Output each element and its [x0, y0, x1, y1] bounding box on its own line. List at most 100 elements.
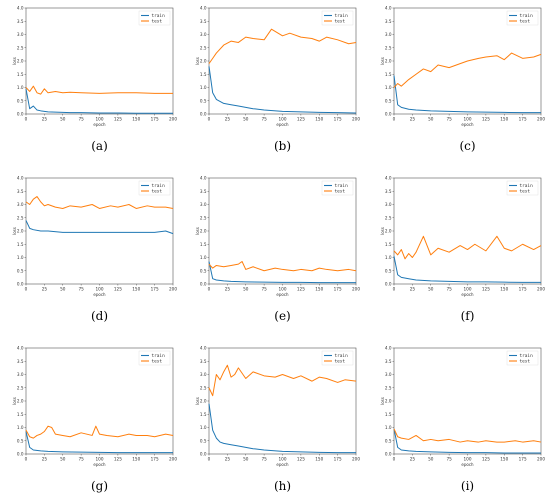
x-tick-label: 175	[334, 117, 342, 122]
y-tick-label: 3.5	[17, 189, 24, 194]
chart-panel-d: 0.0 0.5 1.0 1.5 2.0 2.5 3.0 3.5 4.0 0 25 50 75 100 125…	[12, 176, 177, 324]
x-tick-label: 50	[428, 117, 434, 122]
panel-label: (f)	[461, 309, 475, 323]
panel-label: (h)	[274, 479, 291, 493]
series-line-train	[393, 256, 541, 283]
x-tick-label: 100	[279, 457, 287, 462]
chart-panel-a: 0.0 0.5 1.0 1.5 2.0 2.5 3.0 3.5 4.0 0 25 50 75 100 125…	[12, 6, 177, 154]
y-tick-label: 3.5	[385, 189, 392, 194]
chart-panel-c: 0.0 0.5 1.0 1.5 2.0 2.5 3.0 3.5 4.0 0 25 50 75 100 125…	[380, 6, 545, 154]
y-axis-label: loss	[195, 397, 200, 405]
x-tick-label: 100	[96, 457, 104, 462]
x-tick-label: 50	[60, 117, 66, 122]
x-tick-label: 125	[482, 457, 490, 462]
chart-panel-f: 0.0 0.5 1.0 1.5 2.0 2.5 3.0 3.5 4.0 0 25 50 75 100 125…	[380, 176, 545, 324]
y-tick-label: 1.0	[385, 85, 392, 90]
y-tick-label: 2.5	[17, 215, 24, 220]
x-tick-label: 25	[225, 457, 231, 462]
y-tick-label: 3.0	[200, 372, 207, 377]
x-tick-label: 75	[78, 457, 84, 462]
panel-label: (c)	[459, 139, 475, 153]
chart-panel-i: 0.0 0.5 1.0 1.5 2.0 2.5 3.0 3.5 4.0 0 25 50 75 100 125…	[380, 346, 545, 494]
x-tick-label: 125	[297, 457, 305, 462]
x-tick-label: 200	[169, 287, 177, 292]
series-line-train	[25, 220, 174, 235]
x-tick-label: 100	[279, 287, 287, 292]
y-tick-label: 2.0	[17, 59, 24, 64]
x-tick-label: 175	[334, 457, 342, 462]
x-tick-label: 200	[352, 287, 360, 292]
x-tick-label: 100	[464, 117, 472, 122]
legend-label-test: test	[152, 189, 163, 195]
y-tick-label: 1.0	[200, 255, 207, 260]
y-tick-label: 0.5	[385, 98, 392, 103]
x-tick-label: 75	[446, 287, 452, 292]
y-tick-label: 2.5	[385, 215, 392, 220]
y-tick-label: 4.0	[200, 346, 207, 351]
y-tick-label: 1.5	[385, 412, 392, 417]
x-tick-label: 75	[78, 117, 84, 122]
y-tick-label: 0.0	[17, 452, 24, 457]
x-tick-label: 200	[169, 117, 177, 122]
y-tick-label: 0.5	[17, 268, 24, 273]
y-tick-label: 3.0	[385, 32, 392, 37]
x-tick-label: 50	[60, 287, 66, 292]
x-tick-label: 175	[334, 287, 342, 292]
x-tick-label: 150	[132, 117, 140, 122]
y-tick-label: 3.0	[200, 32, 207, 37]
y-tick-label: 2.0	[385, 229, 392, 234]
y-tick-label: 2.0	[200, 399, 207, 404]
chart-panel-e: 0.0 0.5 1.0 1.5 2.0 2.5 3.0 3.5 4.0 0 25 50 75 100 125…	[195, 176, 360, 324]
chart-panel-g: 0.0 0.5 1.0 1.5 2.0 2.5 3.0 3.5 4.0 0 25 50 75 100 125…	[12, 346, 177, 494]
y-tick-label: 1.0	[17, 85, 24, 90]
y-tick-label: 0.0	[200, 112, 207, 117]
y-tick-label: 0.5	[17, 98, 24, 103]
x-tick-label: 125	[114, 117, 122, 122]
legend-label-test: test	[152, 19, 163, 25]
x-tick-label: 175	[519, 457, 527, 462]
series-line-test	[25, 196, 174, 209]
panel-label: (i)	[461, 479, 474, 493]
x-tick-label: 25	[42, 117, 48, 122]
y-tick-label: 2.5	[200, 385, 207, 390]
x-tick-label: 75	[261, 457, 267, 462]
series-line-train	[208, 403, 356, 454]
y-tick-label: 0.0	[17, 112, 24, 117]
legend-label-test: test	[520, 189, 531, 195]
x-tick-label: 50	[243, 117, 249, 122]
series-line-train	[25, 88, 173, 114]
y-tick-label: 1.5	[17, 242, 24, 247]
y-tick-label: 2.0	[17, 399, 24, 404]
panel-label: (e)	[274, 309, 290, 323]
y-tick-label: 0.0	[200, 282, 207, 287]
y-axis-label: loss	[195, 227, 200, 235]
x-axis-label: epoch	[461, 292, 474, 297]
legend-label-train: train	[520, 13, 534, 19]
x-tick-label: 25	[42, 457, 48, 462]
x-tick-label: 200	[352, 117, 360, 122]
y-tick-label: 3.5	[17, 359, 24, 364]
x-axis-label: epoch	[461, 462, 474, 467]
series-line-train	[208, 66, 357, 114]
legend-label-test: test	[335, 359, 346, 365]
y-tick-label: 1.0	[200, 425, 207, 430]
x-tick-label: 25	[410, 287, 416, 292]
panel-label: (b)	[274, 139, 291, 153]
y-tick-label: 2.5	[200, 215, 207, 220]
x-axis-label: epoch	[93, 462, 106, 467]
x-tick-label: 100	[96, 117, 104, 122]
y-axis-label: loss	[195, 57, 200, 65]
y-tick-label: 3.0	[385, 372, 392, 377]
y-tick-label: 3.5	[200, 19, 207, 24]
y-tick-label: 0.0	[385, 112, 392, 117]
x-tick-label: 150	[132, 287, 140, 292]
x-tick-label: 125	[482, 287, 490, 292]
y-tick-label: 1.5	[17, 72, 24, 77]
y-tick-label: 0.5	[200, 438, 207, 443]
x-tick-label: 0	[25, 117, 28, 122]
series-line-test	[208, 364, 357, 397]
y-tick-label: 2.0	[200, 59, 207, 64]
y-tick-label: 1.5	[200, 242, 207, 247]
x-tick-label: 25	[225, 117, 231, 122]
y-tick-label: 1.0	[17, 425, 24, 430]
